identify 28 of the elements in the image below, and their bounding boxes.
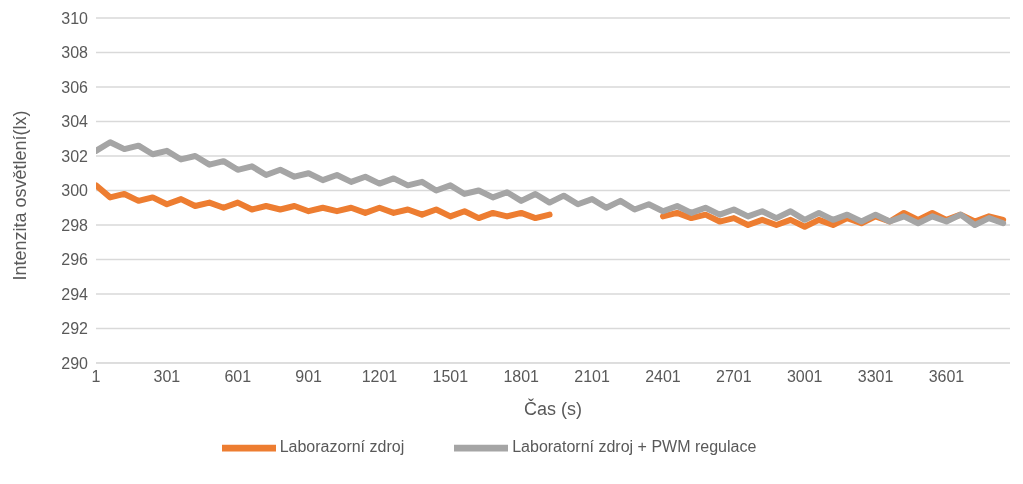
y-tick-label: 296	[61, 251, 89, 269]
y-tick-label: 308	[61, 44, 89, 62]
y-tick-label: 298	[61, 216, 89, 234]
y-tick-label: 310	[61, 9, 89, 27]
x-tick-label: 3601	[928, 368, 965, 386]
x-tick-label: 2401	[645, 368, 681, 386]
y-tick-label: 294	[61, 285, 89, 303]
x-tick-label: 2101	[574, 368, 610, 386]
legend-label: Laboratorní zdroj + PWM regulace	[512, 438, 757, 456]
x-tick-label: 301	[153, 368, 181, 386]
x-tick-label: 3001	[786, 368, 823, 386]
y-tick-label: 300	[61, 182, 89, 200]
x-tick-label: 2701	[716, 368, 752, 386]
y-axis-title: Intenzita osvětlení(lx)	[10, 110, 31, 281]
y-tick-label: 292	[61, 320, 89, 338]
x-tick-label: 601	[224, 368, 252, 386]
x-tick-label: 1801	[503, 368, 540, 386]
x-tick-label: 1201	[361, 368, 398, 386]
x-tick-label: 901	[295, 368, 323, 386]
y-tick-label: 302	[61, 147, 89, 165]
x-tick-label: 1	[91, 368, 101, 386]
x-tick-label: 3301	[857, 368, 894, 386]
x-axis-title: Čas (s)	[524, 398, 582, 419]
y-tick-label: 306	[61, 78, 89, 96]
y-tick-label: 304	[61, 113, 89, 131]
legend-label: Laborazorní zdroj	[279, 438, 405, 456]
y-tick-label: 290	[61, 354, 89, 372]
x-tick-label: 1501	[432, 368, 469, 386]
